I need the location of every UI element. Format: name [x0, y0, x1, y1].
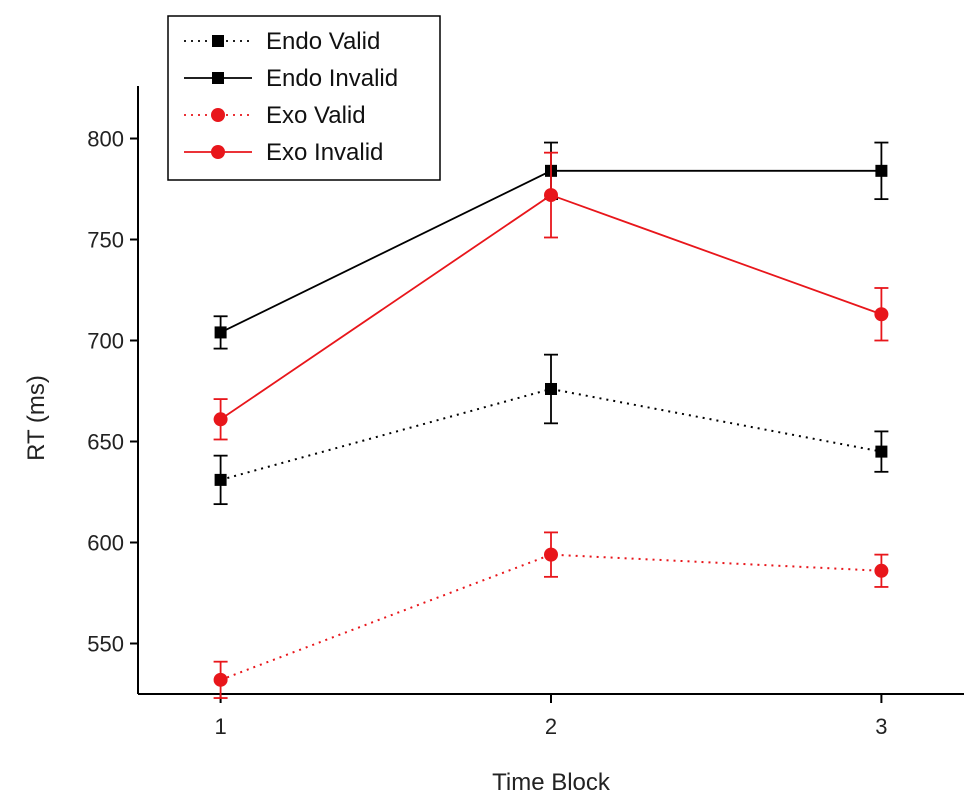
x-tick-label: 1	[214, 714, 226, 739]
x-tick-label: 3	[875, 714, 887, 739]
square-marker	[545, 382, 557, 395]
legend-label: Endo Valid	[266, 28, 380, 55]
series-layer	[213, 141, 889, 699]
square-marker	[212, 35, 224, 47]
square-marker	[212, 72, 224, 84]
y-axis-title: RT (ms)	[23, 375, 50, 461]
circle-marker	[211, 145, 225, 159]
circle-marker	[874, 563, 889, 578]
legend-label: Exo Invalid	[266, 139, 383, 166]
y-tick-label: 750	[87, 228, 124, 253]
legend: Endo Valid Endo Invalid Exo Valid Exo Inval…	[167, 15, 441, 181]
legend-entry: Endo Invalid	[184, 65, 398, 92]
square-marker	[875, 164, 888, 177]
square-marker	[214, 326, 227, 339]
x-axis-title: Time Block	[492, 769, 611, 796]
square-marker	[875, 445, 888, 458]
axes: 550 600 650 700 750 800 1 2 3	[87, 86, 964, 739]
y-tick-label: 650	[87, 430, 124, 455]
legend-entry: Endo Valid	[184, 28, 380, 55]
square-marker	[214, 473, 227, 486]
x-tick-label: 2	[545, 714, 557, 739]
legend-label: Exo Valid	[266, 102, 366, 129]
circle-marker	[544, 547, 558, 562]
legend-entry: Exo Invalid	[184, 139, 383, 166]
circle-marker	[213, 412, 228, 427]
y-tick-label: 600	[87, 531, 124, 556]
legend-entry: Exo Valid	[184, 102, 366, 129]
legend-label: Endo Invalid	[266, 65, 398, 92]
circle-marker	[874, 307, 889, 322]
circle-marker	[213, 672, 228, 687]
series-exo-valid	[213, 531, 889, 699]
y-tick-label: 550	[87, 632, 124, 657]
y-tick-label: 800	[87, 127, 124, 152]
series-exo-invalid	[213, 151, 889, 441]
series-endo-valid	[213, 353, 889, 506]
circle-marker	[544, 188, 558, 203]
y-tick-label: 700	[87, 329, 124, 354]
circle-marker	[211, 108, 225, 122]
